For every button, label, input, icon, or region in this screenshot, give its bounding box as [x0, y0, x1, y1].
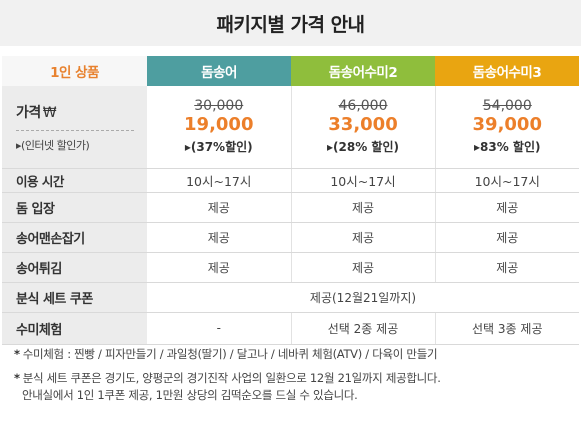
- original-price: 30,000: [194, 97, 244, 114]
- table-cell: 제공: [290, 192, 435, 223]
- table-cell: -: [147, 312, 291, 345]
- table-cell: 10시~17시: [147, 168, 291, 193]
- table-row-dome: 돔 입장 제공 제공 제공: [2, 192, 579, 223]
- asterisk-icon: *: [14, 371, 20, 385]
- original-price: 54,000: [482, 97, 532, 114]
- dashed-divider: [16, 130, 134, 132]
- price-cell-sumi3: 54,000 39,000 ▸83% 할인): [434, 86, 579, 169]
- table-cell: 제공: [290, 252, 435, 283]
- table-row-hand-fishing: 송어맨손잡기 제공 제공 제공: [2, 222, 579, 253]
- price-sub-label: ▸(인터넷 할인가): [16, 139, 90, 153]
- original-price: 46,000: [338, 97, 388, 114]
- price-label-cell: 가격 ₩ ▸(인터넷 할인가): [2, 86, 147, 169]
- table-cell: 10시~17시: [290, 168, 435, 193]
- discount-rate: ▸83% 할인): [474, 139, 541, 154]
- discount-rate: ▸(28% 할인): [327, 139, 399, 154]
- header-package-sumi2: 돔송어수미2: [291, 56, 435, 86]
- price-cell-sumi2: 46,000 33,000 ▸(28% 할인): [290, 86, 435, 169]
- table-header-row: 1인 상품 돔송어 돔송어수미2 돔송어수미3: [2, 56, 579, 86]
- sale-price: 33,000: [328, 113, 398, 135]
- row-label: 돔 입장: [2, 192, 147, 223]
- price-label: 가격 ₩: [16, 105, 57, 122]
- sale-price: 19,000: [184, 113, 254, 135]
- footnote-coupon-detail: 안내실에서 1인 1쿠폰 제공, 1만원 상당의 김떡순오를 드실 수 있습니다…: [22, 388, 358, 402]
- header-package-sumi3: 돔송어수미3: [435, 56, 579, 86]
- table-cell: 제공: [434, 222, 579, 253]
- table-cell: 제공: [147, 252, 291, 283]
- table-cell: 제공: [434, 252, 579, 283]
- asterisk-icon: *: [14, 347, 20, 361]
- footnotes: * 수미체험 : 찐빵 / 피자만들기 / 과일청(딸기) / 달고나 / 네바퀴…: [14, 346, 574, 404]
- row-label: 이용 시간: [2, 168, 147, 193]
- price-cell-basic: 30,000 19,000 ▸(37%할인): [147, 86, 291, 169]
- table-cell-merged: 제공(12월21일까지): [147, 282, 579, 313]
- table-row-fried-trout: 송어튀김 제공 제공 제공: [2, 252, 579, 283]
- footnote-sumi: * 수미체험 : 찐빵 / 피자만들기 / 과일청(딸기) / 달고나 / 네바퀴…: [14, 347, 438, 361]
- row-label: 수미체험: [2, 312, 147, 345]
- discount-rate: ▸(37%할인): [184, 139, 253, 154]
- row-label: 송어맨손잡기: [2, 222, 147, 253]
- footnote-coupon: * 분식 세트 쿠폰은 경기도, 양평군의 경기진작 사업의 일환으로 12월 2…: [14, 371, 441, 385]
- table-row-snack-coupon: 분식 세트 쿠폰 제공(12월21일까지): [2, 282, 579, 313]
- sale-price: 39,000: [472, 113, 542, 135]
- table-row-time: 이용 시간 10시~17시 10시~17시 10시~17시: [2, 168, 579, 193]
- table-row-sumi-experience: 수미체험 - 선택 2종 제공 선택 3종 제공: [2, 312, 579, 345]
- table-row-price: 가격 ₩ ▸(인터넷 할인가) 30,000 19,000 ▸(37%할인) 46…: [2, 86, 579, 169]
- header-package-basic: 돔송어: [147, 56, 291, 86]
- row-label: 분식 세트 쿠폰: [2, 282, 147, 313]
- pricing-table: 1인 상품 돔송어 돔송어수미2 돔송어수미3 가격 ₩ ▸(인터넷 할인가) 3…: [2, 56, 579, 345]
- table-cell: 제공: [290, 222, 435, 253]
- table-cell: 제공: [434, 192, 579, 223]
- table-cell: 선택 3종 제공: [434, 312, 579, 345]
- table-cell: 제공: [147, 222, 291, 253]
- table-cell: 선택 2종 제공: [290, 312, 435, 345]
- page-title: 패키지별 가격 안내: [0, 0, 581, 46]
- won-icon: ₩: [42, 105, 57, 122]
- table-cell: 제공: [147, 192, 291, 223]
- table-cell: 10시~17시: [434, 168, 579, 193]
- header-label-cell: 1인 상품: [2, 56, 147, 86]
- row-label: 송어튀김: [2, 252, 147, 283]
